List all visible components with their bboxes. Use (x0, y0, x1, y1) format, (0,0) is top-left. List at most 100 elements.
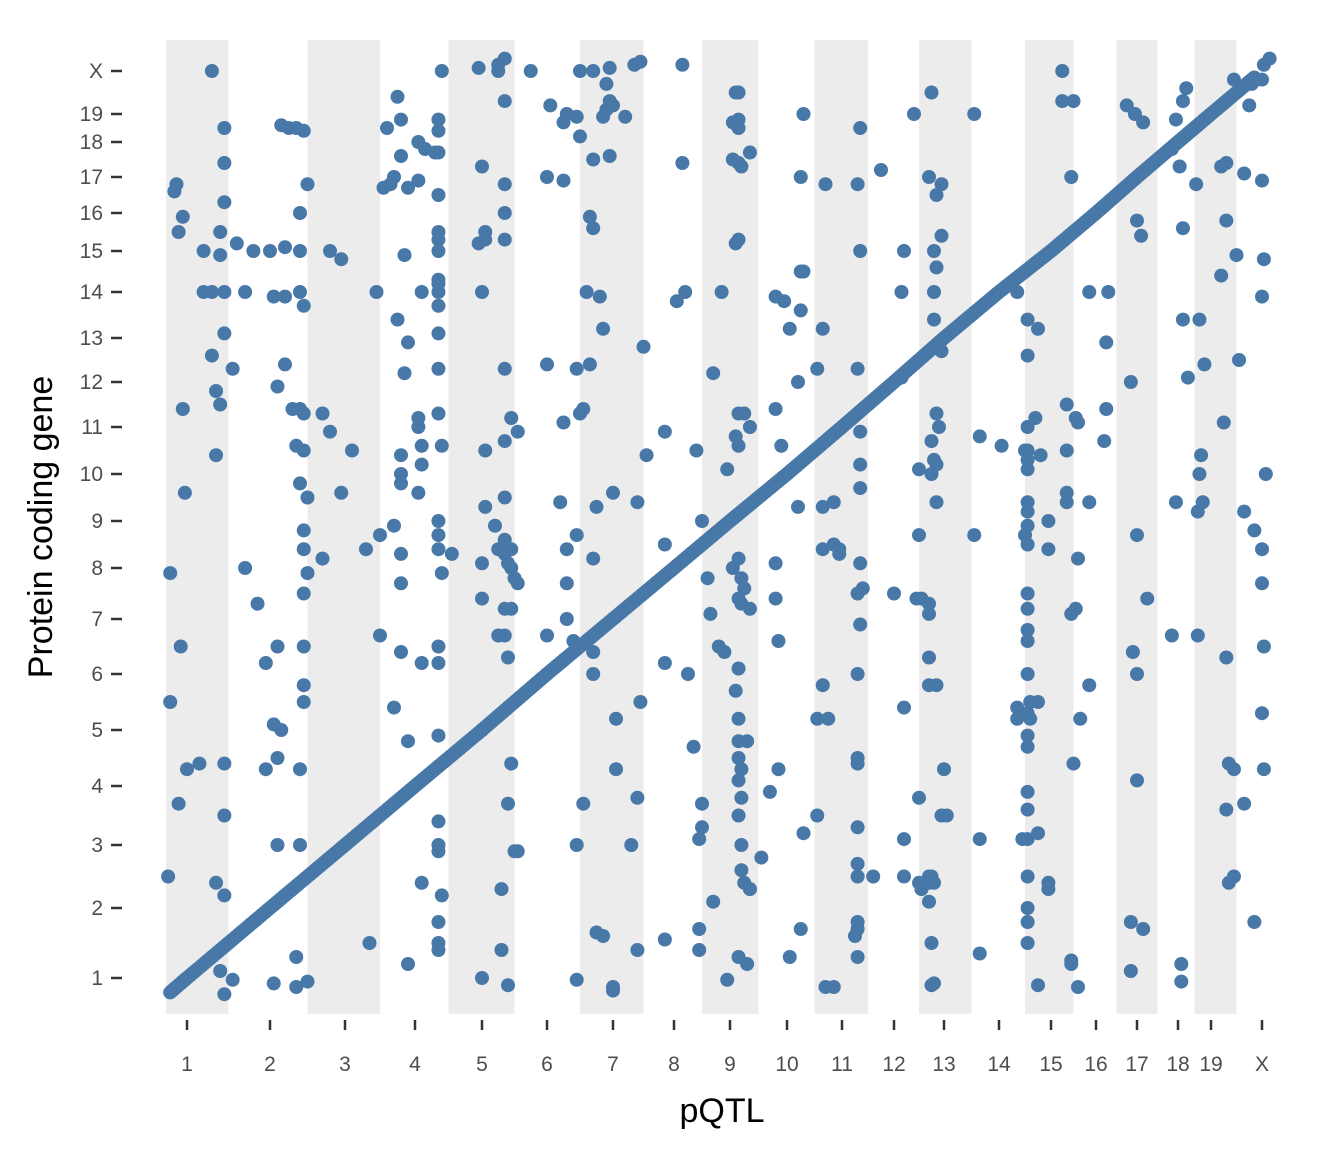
trans-point (887, 586, 901, 601)
trans-point (510, 576, 525, 591)
y-tick-label: 7 (91, 608, 103, 631)
trans-point (209, 875, 224, 890)
trans-point (922, 650, 936, 665)
trans-point (293, 244, 307, 258)
trans-point (1192, 467, 1207, 481)
trans-point (204, 285, 219, 299)
trans-point (217, 888, 232, 903)
trans-point (791, 375, 805, 389)
trans-point (1172, 159, 1187, 174)
trans-point (924, 85, 939, 100)
trans-point (431, 943, 446, 957)
trans-point (1123, 915, 1138, 929)
trans-point (586, 667, 601, 681)
trans-point (1214, 268, 1229, 283)
trans-point (576, 402, 591, 416)
trans-point (1216, 415, 1231, 430)
trans-point (431, 728, 446, 743)
trans-point (238, 561, 253, 575)
trans-point (431, 814, 446, 829)
trans-point (1023, 711, 1038, 726)
trans-point (1041, 542, 1056, 557)
trans-point (606, 983, 620, 998)
trans-point (1020, 869, 1035, 884)
trans-point (414, 457, 429, 472)
trans-point (1247, 915, 1262, 929)
trans-point (866, 869, 881, 884)
trans-point (714, 285, 729, 299)
trans-point (431, 844, 446, 859)
trans-point (177, 485, 192, 500)
trans-point (850, 177, 865, 192)
trans-point (569, 109, 584, 124)
trans-point (1247, 523, 1262, 538)
trans-point (1237, 796, 1252, 811)
x-tick-label: 9 (724, 1053, 736, 1076)
trans-point (1059, 443, 1074, 458)
trans-point (586, 152, 601, 167)
trans-point (618, 109, 633, 124)
trans-point (1189, 177, 1204, 192)
trans-point (401, 957, 415, 971)
trans-point (390, 89, 405, 104)
y-tick-label: 9 (91, 510, 103, 533)
trans-point (497, 490, 512, 505)
trans-point (1071, 980, 1085, 994)
trans-point (675, 57, 690, 72)
trans-point (1136, 922, 1151, 936)
trans-point (897, 244, 911, 258)
trans-point (874, 163, 888, 177)
trans-point (850, 820, 865, 835)
trans-point (1256, 252, 1271, 267)
trans-point (742, 601, 757, 616)
trans-point (431, 406, 446, 421)
trans-point (692, 922, 707, 936)
trans-point (296, 443, 311, 458)
trans-point (1071, 415, 1085, 430)
trans-point (394, 476, 408, 491)
trans-point (850, 586, 865, 601)
trans-point (478, 443, 493, 458)
trans-point (725, 561, 740, 575)
trans-point (582, 209, 597, 224)
trans-point (734, 762, 749, 777)
trans-point (394, 546, 408, 561)
trans-point (217, 285, 232, 299)
trans-point (196, 244, 211, 258)
trans-point (1164, 142, 1179, 156)
trans-point (850, 950, 865, 964)
trans-point (934, 228, 949, 243)
trans-point (633, 695, 648, 709)
trans-point (497, 206, 512, 220)
y-tick-label: 15 (80, 240, 103, 263)
trans-point (296, 123, 311, 138)
trans-point (225, 361, 240, 376)
trans-point (209, 384, 224, 398)
trans-point (1256, 639, 1271, 654)
trans-point (1219, 650, 1234, 665)
trans-point (1031, 695, 1045, 709)
trans-point (731, 711, 746, 726)
trans-point (602, 149, 617, 163)
trans-point (742, 882, 757, 897)
trans-point (692, 832, 707, 847)
trans-point (1130, 773, 1144, 788)
trans-point (728, 683, 743, 698)
trans-point (1232, 353, 1247, 367)
trans-point (1219, 802, 1234, 817)
trans-point (1140, 591, 1155, 606)
trans-point (768, 556, 783, 571)
trans-point (431, 232, 446, 247)
trans-point (387, 170, 401, 184)
y-tick-label: 3 (91, 834, 103, 857)
trans-point (967, 107, 982, 121)
trans-point (894, 370, 909, 385)
trans-point (431, 123, 446, 138)
trans-point (175, 209, 190, 224)
trans-point (782, 950, 797, 964)
trans-point (431, 285, 446, 299)
trans-point (927, 875, 941, 890)
trans-point (796, 264, 811, 279)
trans-point (1123, 375, 1138, 389)
trans-point (1134, 228, 1149, 243)
